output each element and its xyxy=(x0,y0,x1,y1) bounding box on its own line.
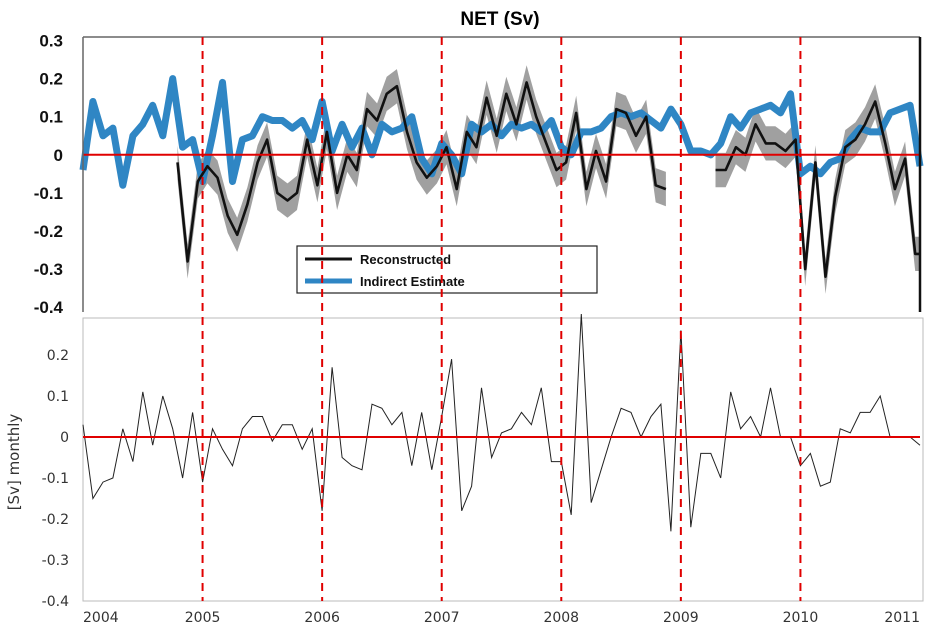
bottom-y-tick-label: 0.2 xyxy=(47,348,69,364)
bottom-y-axis-label: [Sv] monthly xyxy=(5,414,23,511)
series-line-reconstructed xyxy=(176,81,667,263)
top-y-tick-label: -0.4 xyxy=(34,298,64,317)
top-y-ticks: 0.3 0.2 0.1 0 -0.1 -0.2 -0.3 -0.4 xyxy=(34,32,64,318)
bottom-y-ticks: 0.2 0.1 0 -0.1 -0.2 -0.3 -0.4 xyxy=(42,348,69,610)
top-axes-frame xyxy=(82,36,922,312)
bottom-x-tick-label: 2008 xyxy=(543,610,579,626)
legend-label-indirect: Indirect Estimate xyxy=(360,274,465,289)
top-chart-title: NET (Sv) xyxy=(460,9,539,30)
bottom-x-ticks: 2004 2005 2006 2007 2008 2009 2010 2011 xyxy=(83,610,920,626)
bottom-panel: 0.2 0.1 0 -0.1 -0.2 -0.3 -0.4 2004 2005 2006 2007… xyxy=(5,313,924,626)
series-line-indirect-estimate xyxy=(79,75,924,189)
top-series-lines xyxy=(79,75,924,279)
bottom-x-tick-label: 2005 xyxy=(185,610,221,626)
bottom-plot-area xyxy=(82,317,924,602)
legend-label-reconstructed: Reconstructed xyxy=(360,252,451,267)
top-y-tick-label: 0.1 xyxy=(39,108,63,127)
bottom-y-tick-label: 0.1 xyxy=(47,389,69,405)
bottom-x-tick-label: 2011 xyxy=(884,610,920,626)
bottom-x-tick-label: 2006 xyxy=(304,610,340,626)
bottom-x-tick-label: 2004 xyxy=(83,610,119,626)
bottom-y-tick-label: -0.2 xyxy=(42,512,69,528)
legend-box xyxy=(296,245,598,294)
top-legend: Reconstructed Indirect Estimate xyxy=(296,245,598,294)
series-line-reconstructed xyxy=(715,100,920,279)
top-y-tick-label: -0.1 xyxy=(34,184,63,203)
bottom-y-tick-label: -0.4 xyxy=(42,594,69,610)
bottom-y-tick-label: 0 xyxy=(60,430,69,446)
top-y-tick-label: 0.2 xyxy=(39,70,63,89)
top-y-tick-label: -0.2 xyxy=(34,222,63,241)
top-y-tick-label: -0.3 xyxy=(34,260,63,279)
bottom-series-lines xyxy=(82,313,921,532)
bottom-y-tick-label: -0.1 xyxy=(42,471,69,487)
top-panel: NET (Sv) 0.3 0.2 0.1 0 -0.1 -0.2 -0.3 -0.4 Reco… xyxy=(34,9,924,318)
bottom-x-tick-label: 2009 xyxy=(663,610,699,626)
bottom-x-tick-label: 2007 xyxy=(424,610,460,626)
top-y-tick-label: 0.3 xyxy=(39,32,63,51)
bottom-y-tick-label: -0.3 xyxy=(42,553,69,569)
bottom-x-tick-label: 2010 xyxy=(783,610,819,626)
top-y-tick-label: 0 xyxy=(54,146,63,165)
year-marker-lines xyxy=(201,37,802,601)
